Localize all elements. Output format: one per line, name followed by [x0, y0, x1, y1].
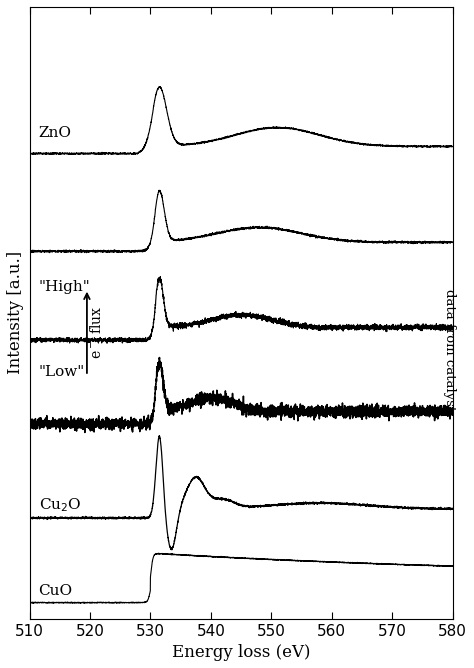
- Text: Cu$_2$O: Cu$_2$O: [38, 496, 81, 514]
- Text: ZnO: ZnO: [38, 126, 72, 140]
- Text: "Low": "Low": [38, 365, 85, 379]
- Text: data from catalyst: data from catalyst: [443, 289, 456, 411]
- Text: e$^-$ flux: e$^-$ flux: [89, 306, 104, 359]
- X-axis label: Energy loss (eV): Energy loss (eV): [172, 644, 310, 661]
- Text: "High": "High": [38, 280, 91, 294]
- Y-axis label: Intensity [a.u.]: Intensity [a.u.]: [7, 251, 24, 374]
- Text: CuO: CuO: [38, 584, 73, 598]
